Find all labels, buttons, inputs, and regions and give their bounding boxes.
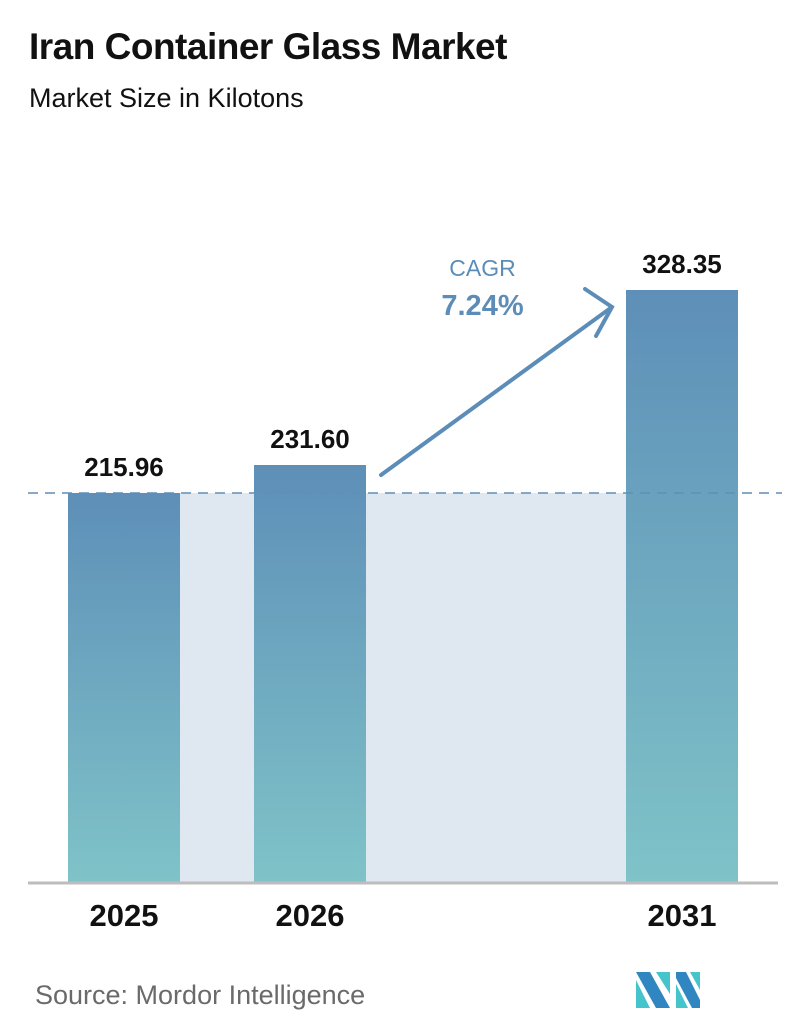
mordor-intelligence-logo-icon bbox=[636, 972, 700, 1008]
bar-value-2031: 328.35 bbox=[642, 249, 722, 279]
cagr-arrow-icon bbox=[379, 287, 615, 477]
x-tick-2026: 2026 bbox=[275, 898, 345, 933]
bar-value-2026: 231.60 bbox=[270, 424, 350, 454]
cagr-value: 7.24% bbox=[441, 290, 524, 322]
source-text: Source: Mordor Intelligence bbox=[35, 980, 366, 1010]
chart-title: Iran Container Glass Market bbox=[29, 26, 507, 67]
cagr-label: CAGR bbox=[449, 255, 516, 281]
chart-subtitle: Market Size in Kilotons bbox=[29, 83, 304, 113]
bar-2025 bbox=[68, 493, 180, 882]
x-tick-2031: 2031 bbox=[647, 898, 717, 933]
bar-value-2025: 215.96 bbox=[84, 452, 164, 482]
bar-2031 bbox=[626, 290, 738, 882]
bar-2026 bbox=[254, 465, 366, 882]
x-tick-2025: 2025 bbox=[89, 898, 159, 933]
